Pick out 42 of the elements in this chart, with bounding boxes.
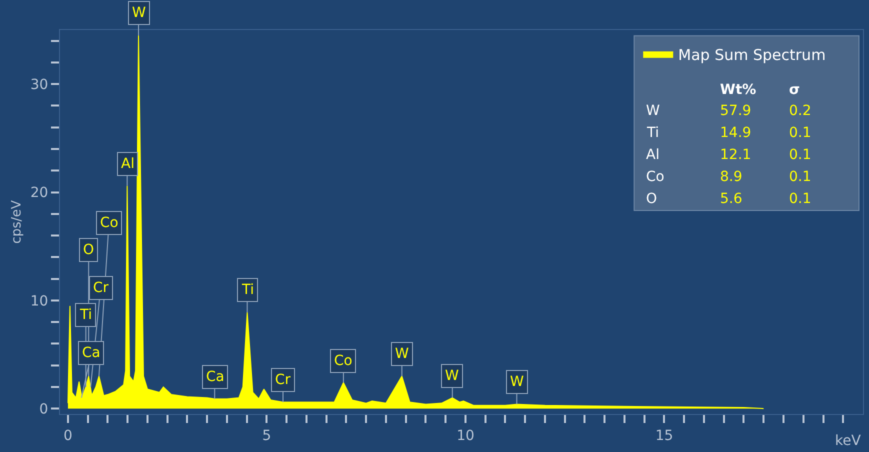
annotation: W [646,103,660,119]
annotation: Cr [275,372,291,388]
annotation: W [395,346,409,362]
y-tick-label: 0 [39,401,48,418]
annotation: Ti [79,307,92,323]
y-axis-title: cps/eV [9,200,24,244]
annotation: 0.1 [789,191,812,207]
annotation: Al [121,156,134,172]
x-tick-label: 0 [63,428,72,444]
annotation: σ [789,82,800,98]
annotation: 5.6 [720,191,742,207]
annotation: 0.2 [789,103,812,119]
annotation: 57.9 [720,103,752,119]
annotation: Co [646,169,664,185]
y-tick-label: 20 [30,185,48,202]
annotation: W [132,5,146,21]
annotation: O [83,242,94,258]
annotation: Ca [206,369,224,385]
annotation: 0.1 [789,147,812,163]
annotation: 12.1 [720,147,752,163]
annotation: Ti [241,282,254,298]
annotation: 0.1 [789,169,812,185]
annotation: 0.1 [789,125,812,141]
annotation: Co [334,353,352,369]
annotation: Al [646,147,660,163]
y-tick-label: 10 [30,293,48,310]
annotation: Ti [646,125,660,141]
annotation: O [646,191,658,207]
annotation: Wt% [720,82,756,98]
x-tick-label: 5 [262,428,272,444]
annotation: 8.9 [720,169,742,185]
y-tick-label: 30 [30,76,48,93]
x-axis-title: keV [835,433,862,449]
x-tick-label: 10 [456,428,474,444]
annotation: W [445,368,459,384]
annotation: W [510,374,524,390]
x-tick-label: 15 [655,428,674,444]
annotation: Co [100,215,118,231]
annotation: Ca [82,345,100,361]
legend-label: Map Sum Spectrum [678,46,826,64]
annotation: 14.9 [720,125,752,141]
annotation: Cr [93,280,109,296]
